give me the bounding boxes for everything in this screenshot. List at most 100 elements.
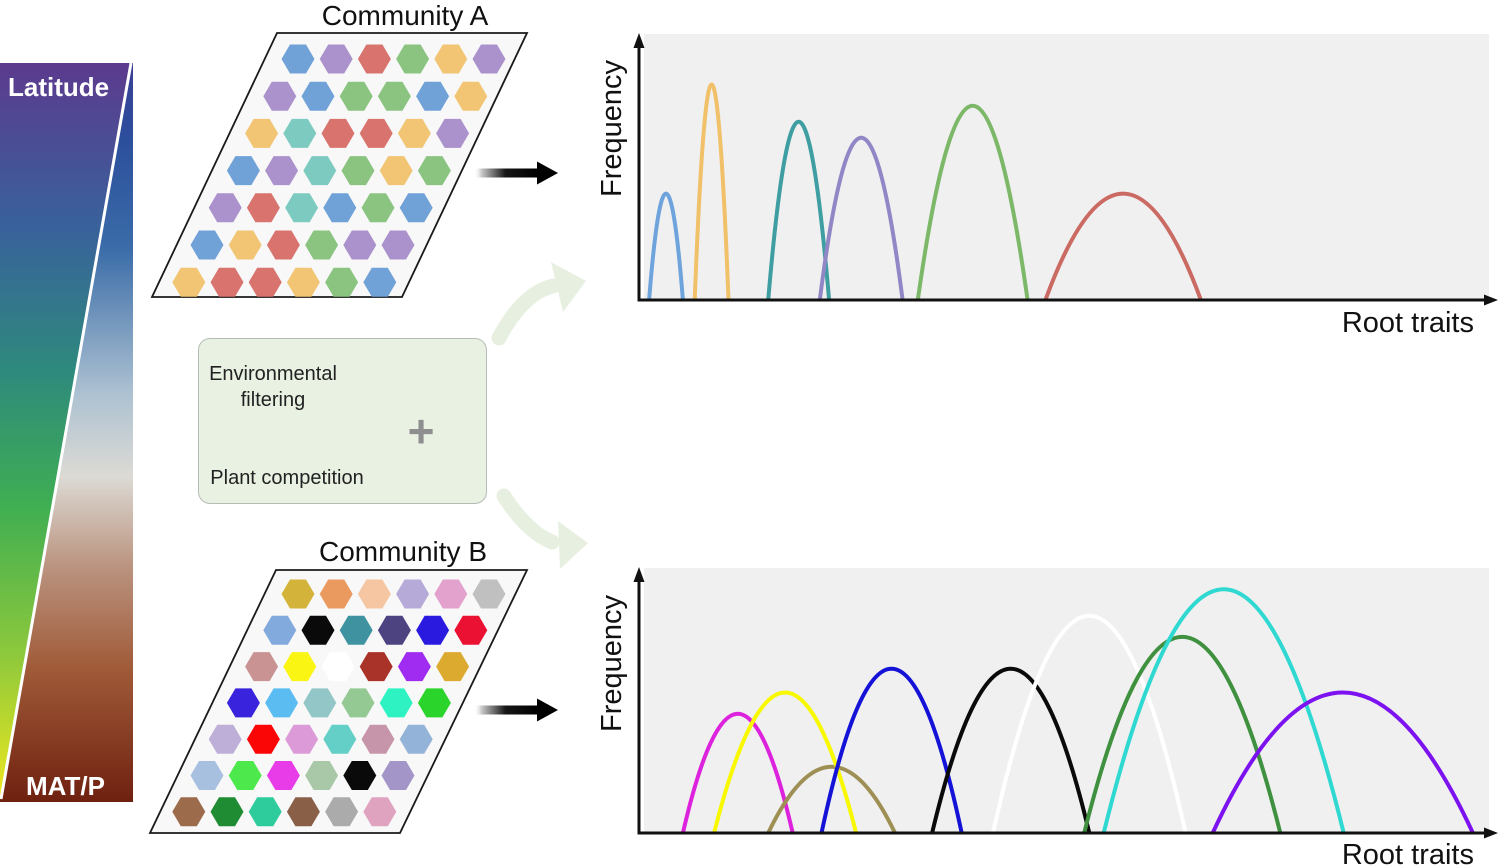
species-hexagon	[341, 688, 375, 718]
species-hexagon	[436, 652, 470, 682]
species-hexagon	[285, 724, 319, 754]
distribution-curve-species-violet	[1210, 690, 1475, 833]
species-hexagon	[357, 579, 391, 609]
species-hexagon	[397, 652, 431, 682]
species-hexagon	[325, 797, 359, 827]
community-b-grid	[148, 569, 529, 834]
species-hexagon	[341, 156, 375, 186]
root-traits-axis-label-bottom: Root traits	[1341, 839, 1474, 868]
species-hexagon	[363, 267, 397, 297]
species-hexagon	[323, 724, 357, 754]
species-hexagon	[245, 118, 279, 148]
distribution-curve-species-purple	[817, 135, 905, 300]
species-hexagon	[377, 81, 411, 111]
species-hexagon	[172, 267, 206, 297]
species-hexagon	[263, 81, 297, 111]
distribution-curve-species-green	[1082, 635, 1283, 833]
species-hexagon	[248, 797, 282, 827]
species-hexagon	[301, 81, 335, 111]
species-hexagon	[226, 156, 260, 186]
assembly-process-box	[198, 338, 487, 504]
chart-top-x-axis-arrowhead	[1484, 294, 1498, 306]
species-hexagon	[286, 797, 320, 827]
community-a-grid	[150, 32, 529, 298]
species-hexagon	[434, 44, 468, 74]
species-hexagon	[379, 156, 413, 186]
species-hexagon	[323, 193, 357, 223]
root-traits-axis-label-top: Root traits	[1341, 307, 1474, 339]
chart-bottom-y-axis-arrowhead	[633, 567, 645, 582]
frequency-axis-label-bottom: Frequency	[595, 594, 628, 732]
species-hexagon	[325, 267, 359, 297]
species-hexagon	[379, 688, 413, 718]
distribution-curve-species-red	[1043, 191, 1203, 300]
species-hexagon	[399, 724, 433, 754]
chart-bottom	[633, 567, 1498, 839]
species-hexagon	[190, 761, 224, 790]
environmental-filtering-label: Environmental filtering	[209, 363, 337, 411]
distribution-curve-species-blue	[819, 667, 964, 833]
species-hexagon	[266, 761, 300, 790]
species-hexagon	[285, 193, 319, 223]
species-hexagon	[226, 688, 260, 718]
species-hexagon	[265, 688, 299, 718]
species-hexagon	[472, 44, 506, 74]
frequency-axis-label-top: Frequency	[595, 59, 628, 197]
community-b-grid-panel	[148, 569, 529, 834]
plus-sign: +	[407, 405, 435, 457]
species-hexagon	[319, 44, 353, 74]
species-hexagon	[416, 81, 450, 111]
species-hexagon	[283, 652, 317, 682]
chart-top	[633, 33, 1498, 306]
flow-arrow-a	[474, 161, 558, 185]
species-hexagon	[303, 688, 337, 718]
species-hexagon	[361, 724, 395, 754]
plant-competition-label: Plant competition	[210, 467, 364, 489]
species-hexagon	[361, 193, 395, 223]
species-hexagon	[263, 615, 297, 645]
species-hexagon	[396, 44, 430, 74]
distribution-curve-species-orange	[692, 82, 731, 300]
species-hexagon	[319, 579, 353, 609]
species-hexagon	[286, 267, 320, 297]
latitude-label: Latitude	[8, 72, 110, 102]
species-hexagon	[172, 797, 206, 827]
species-hexagon	[417, 156, 451, 186]
species-hexagon	[210, 797, 244, 827]
species-hexagon	[248, 267, 282, 297]
species-hexagon	[363, 797, 397, 827]
distribution-curve-species-cyan	[1101, 587, 1346, 833]
species-hexagon	[381, 761, 415, 790]
species-hexagon	[305, 761, 339, 790]
species-hexagon	[321, 118, 355, 148]
species-hexagon	[343, 761, 377, 790]
species-hexagon	[359, 118, 393, 148]
distribution-curve-species-blue	[647, 191, 685, 300]
species-hexagon	[190, 230, 224, 260]
curved-arrow-to-top-chart	[491, 262, 586, 346]
species-hexagon	[396, 579, 430, 609]
species-hexagon	[228, 761, 262, 790]
species-hexagon	[339, 615, 373, 645]
species-hexagon	[281, 579, 315, 609]
distribution-curve-species-black	[930, 667, 1092, 833]
species-hexagon	[381, 230, 415, 260]
species-hexagon	[399, 193, 433, 223]
distribution-curve-species-white	[991, 613, 1188, 833]
species-hexagon	[472, 579, 506, 609]
distribution-curve-species-green	[915, 103, 1030, 300]
species-hexagon	[436, 118, 470, 148]
species-hexagon	[281, 44, 315, 74]
chart-top-y-axis-arrowhead	[633, 33, 645, 48]
species-hexagon	[246, 193, 280, 223]
species-hexagon	[434, 579, 468, 609]
species-hexagon	[301, 615, 335, 645]
species-hexagon	[245, 652, 279, 682]
species-hexagon	[265, 156, 299, 186]
species-hexagon	[283, 118, 317, 148]
species-hexagon	[321, 652, 355, 682]
species-hexagon	[210, 267, 244, 297]
flow-arrow-b	[474, 698, 558, 722]
